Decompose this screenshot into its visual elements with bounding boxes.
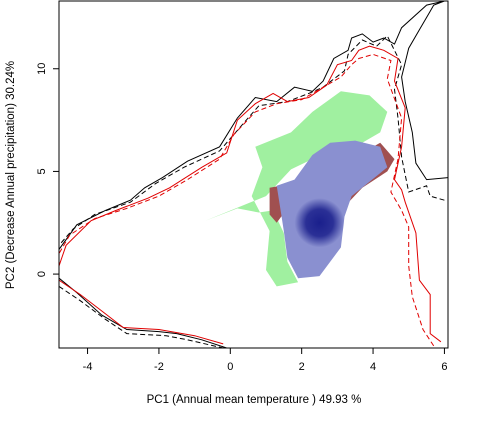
envelope-invaded-envelope-solid bbox=[59, 279, 224, 345]
envelope-invaded-envelope-dashed bbox=[59, 53, 435, 347]
envelope-invaded-envelope-solid bbox=[59, 45, 442, 343]
x-tick-label: -2 bbox=[154, 361, 164, 373]
y-tick-label: 0 bbox=[36, 271, 48, 277]
y-axis-title: PC2 (Decrease Annual precipitation) 30.2… bbox=[5, 61, 17, 289]
envelope-native-envelope-solid bbox=[59, 1, 448, 348]
x-tick-label: 2 bbox=[299, 361, 305, 373]
y-tick-label: 5 bbox=[36, 168, 48, 174]
x-axis: -4 -2 0 2 4 6 bbox=[83, 348, 447, 373]
x-tick-label: 0 bbox=[227, 361, 233, 373]
x-tick-label: 6 bbox=[441, 361, 447, 373]
density-core bbox=[294, 198, 345, 248]
envelope-native-envelope-dashed bbox=[59, 285, 224, 348]
density-fills bbox=[205, 91, 395, 287]
plot-frame bbox=[58, 0, 449, 349]
x-tick-label: 4 bbox=[370, 361, 376, 373]
x-tick-label: -4 bbox=[83, 361, 93, 373]
x-axis-title: PC1 (Annual mean temperature ) 49.93 % bbox=[147, 394, 362, 406]
y-axis: 0 5 10 bbox=[36, 63, 59, 277]
envelope-native-envelope-dashed bbox=[59, 35, 445, 246]
density-region-native-only bbox=[205, 91, 388, 287]
envelope-lines bbox=[59, 1, 448, 348]
y-tick-label: 10 bbox=[36, 63, 48, 75]
